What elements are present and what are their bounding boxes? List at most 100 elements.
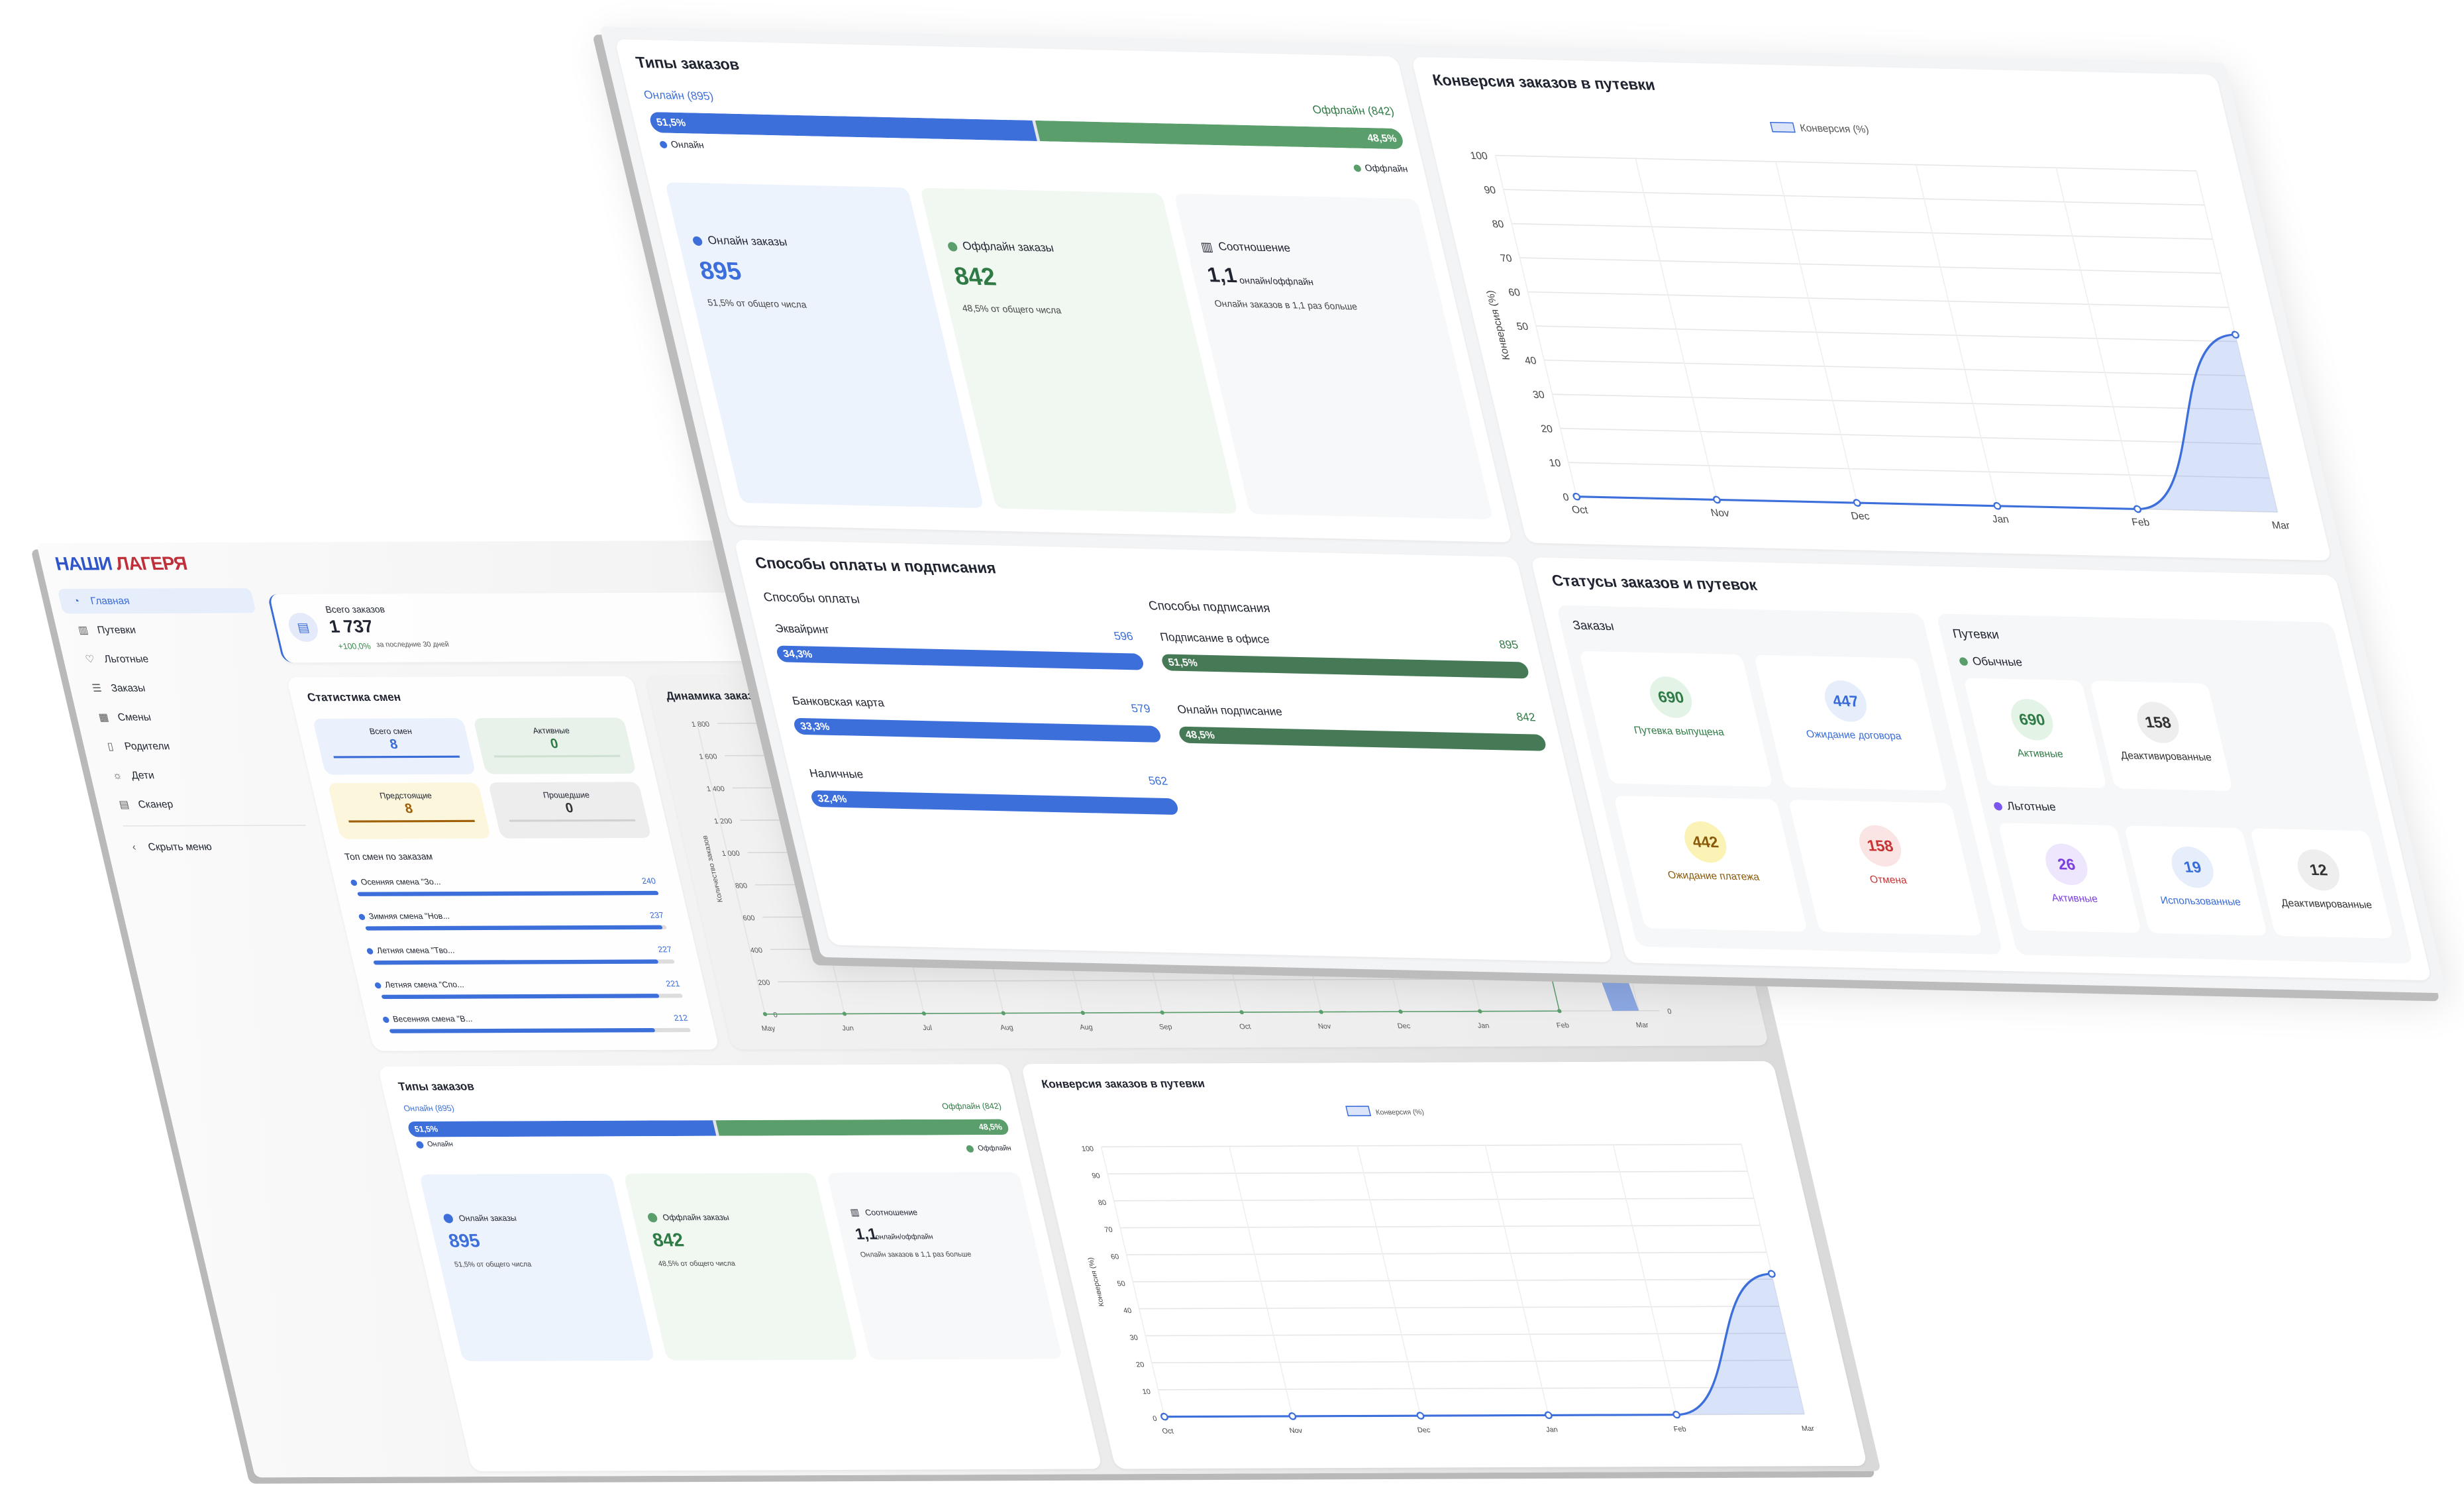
conversion-line <box>1164 1273 1772 1418</box>
sidebar-item-0[interactable]: ◔ Главная <box>57 588 256 614</box>
status-label: Деактивированные <box>2120 750 2213 764</box>
gridline <box>1120 1224 1761 1229</box>
offline-orders-card: Оффлайн заказы 842 48,5% от общего числа <box>623 1172 859 1361</box>
green-dot-icon <box>646 1213 658 1223</box>
data-point <box>1478 1009 1482 1014</box>
gridline-vertical <box>1357 1145 1421 1416</box>
sidebar-item-label: Смены <box>116 711 152 723</box>
y-tick-label: 0 <box>1562 492 1570 503</box>
legend-online-label: Онлайн <box>670 139 705 150</box>
legend-offline: Оффлайн <box>1353 162 1409 174</box>
data-point <box>1416 1412 1425 1420</box>
status-label: Использованные <box>2159 895 2242 909</box>
payment-method-row: Банковская карта 579 33,3% <box>787 695 1165 755</box>
y-tick-label: 100 <box>1081 1145 1095 1153</box>
shift-stat-bar <box>348 819 476 823</box>
conversion-area <box>1164 1274 1805 1417</box>
legend-offline-label: Оффлайн <box>977 1145 1012 1153</box>
x-tick-label: Jun <box>841 1025 854 1033</box>
stat-card-title: Онлайн заказы <box>458 1213 518 1224</box>
sidebar-item-5[interactable]: ▯ Родители <box>91 733 290 759</box>
pie-chart-icon: ◔ <box>72 595 81 607</box>
y-tick-label: 0 <box>772 1012 778 1019</box>
stat-card-subtitle: Онлайн заказов в 1,1 раз больше <box>1213 298 1359 312</box>
sidebar-item-6[interactable]: ☼ Дети <box>98 762 297 788</box>
vouchers-status-title: Путевки <box>1951 626 2000 642</box>
top-shift-track <box>381 994 684 1000</box>
method-percent-bar: 51,5% <box>1160 654 1530 679</box>
y-tick-label: 90 <box>1091 1172 1101 1180</box>
blue-dot-icon <box>374 982 382 989</box>
calendar-icon: ▦ <box>97 711 110 723</box>
sidebar-item-4[interactable]: ▦ Смены <box>85 704 283 730</box>
green-dot-icon <box>966 1145 975 1153</box>
gridline-vertical <box>2196 171 2279 513</box>
orders-line <box>764 730 1561 1015</box>
data-point <box>1672 1410 1681 1419</box>
y-tick-label: 20 <box>1540 423 1554 435</box>
bar-chart-icon: ▥ <box>849 1207 860 1218</box>
gridline <box>1133 1278 1773 1282</box>
y-tick-label: 50 <box>1515 321 1529 333</box>
x-tick-label: Feb <box>1556 1021 1570 1029</box>
online-orders-card: Онлайн заказы 895 51,5% от общего числа <box>419 1173 655 1361</box>
shift-stat-tile: Прошедшие 0 <box>488 782 652 839</box>
x-tick-label: Jan <box>1991 514 2010 525</box>
y-tick-label: 90 <box>1483 185 1497 196</box>
gridline <box>1151 1359 1792 1363</box>
green-dot-icon <box>946 241 958 251</box>
stat-card-title: Соотношение <box>864 1208 919 1218</box>
y-tick-label: 60 <box>1110 1253 1120 1261</box>
offline-share-segment: 48,5% <box>715 1119 1010 1136</box>
status-count-badge: 690 <box>1645 676 1696 719</box>
pay-methods-title: Способы оплаты <box>762 590 862 607</box>
gridline <box>1113 1198 1755 1202</box>
top-shift-row: Осенняя смена "Зо... 240 <box>350 875 661 906</box>
order-status-tile: 442 Ожидание платежа <box>1614 796 1808 932</box>
status-label: Путевка выпущена <box>1633 725 1725 739</box>
sidebar-item-7[interactable]: ▤ Сканер <box>105 792 303 817</box>
payment-method-row: Подписание в офисе 895 51,5% <box>1155 631 1533 691</box>
blue-dot-icon <box>358 913 366 921</box>
shift-stat-label: Всего смен <box>368 726 413 737</box>
gridline <box>1535 325 2237 342</box>
hide-menu-button[interactable]: ‹ Скрыть меню <box>115 834 313 860</box>
logo-part2: ЛАГЕРЯ <box>113 552 189 574</box>
sun-icon: ☼ <box>111 770 124 782</box>
top-shift-value: 237 <box>648 910 665 920</box>
status-count-badge: 12 <box>2293 849 2344 892</box>
method-count: 842 <box>1515 711 1537 725</box>
x-tick-label: Feb <box>2131 517 2151 528</box>
top-shift-fill <box>365 925 664 931</box>
x-tick-label: Nov <box>1288 1427 1303 1435</box>
sidebar-item-2[interactable]: ♡ Льготные <box>71 647 270 672</box>
order-types-card: Типы заказов Онлайн (895) Оффлайн (842) … <box>614 39 1513 543</box>
x-tick-label: Mar <box>1801 1425 1816 1433</box>
data-point <box>1239 1010 1244 1015</box>
data-point <box>2133 505 2141 513</box>
y-tick-label: 100 <box>1469 150 1489 162</box>
y-tick-label: 30 <box>1532 390 1546 401</box>
y-tick-label: 70 <box>1104 1226 1113 1234</box>
data-point <box>1557 1009 1562 1014</box>
stat-card-title: Соотношение <box>1217 240 1292 255</box>
gridline <box>1107 1171 1748 1174</box>
gridline <box>1527 291 2230 308</box>
sidebar-item-3[interactable]: ☰ Заказы <box>77 675 276 701</box>
status-count-badge: 158 <box>1855 825 1906 867</box>
sidebar-item-1[interactable]: ▥ Путевки <box>64 617 263 643</box>
payment-method-row: Эквайринг 596 34,3% <box>770 623 1148 682</box>
x-tick-label: Oct <box>1570 504 1590 515</box>
stat-card-subtitle: 51,5% от общего числа <box>706 297 808 310</box>
clipboard-icon: ▤ <box>285 613 321 643</box>
stat-card-value: 895 <box>697 256 744 286</box>
ratio-card: ▥ Соотношение 1,1 онлайн/оффлайн Онлайн … <box>827 1172 1062 1360</box>
online-count-label: Онлайн (895) <box>642 89 715 103</box>
data-point <box>1993 501 2002 510</box>
y-tick-label: 80 <box>1098 1199 1107 1207</box>
benefit-voucher-tile: 26 Активные <box>1998 823 2142 933</box>
data-point <box>921 1011 927 1016</box>
y-tick-label: 200 <box>757 979 771 987</box>
y-tick-label: 30 <box>1129 1334 1139 1342</box>
y-tick-label: 0 <box>1152 1415 1158 1423</box>
